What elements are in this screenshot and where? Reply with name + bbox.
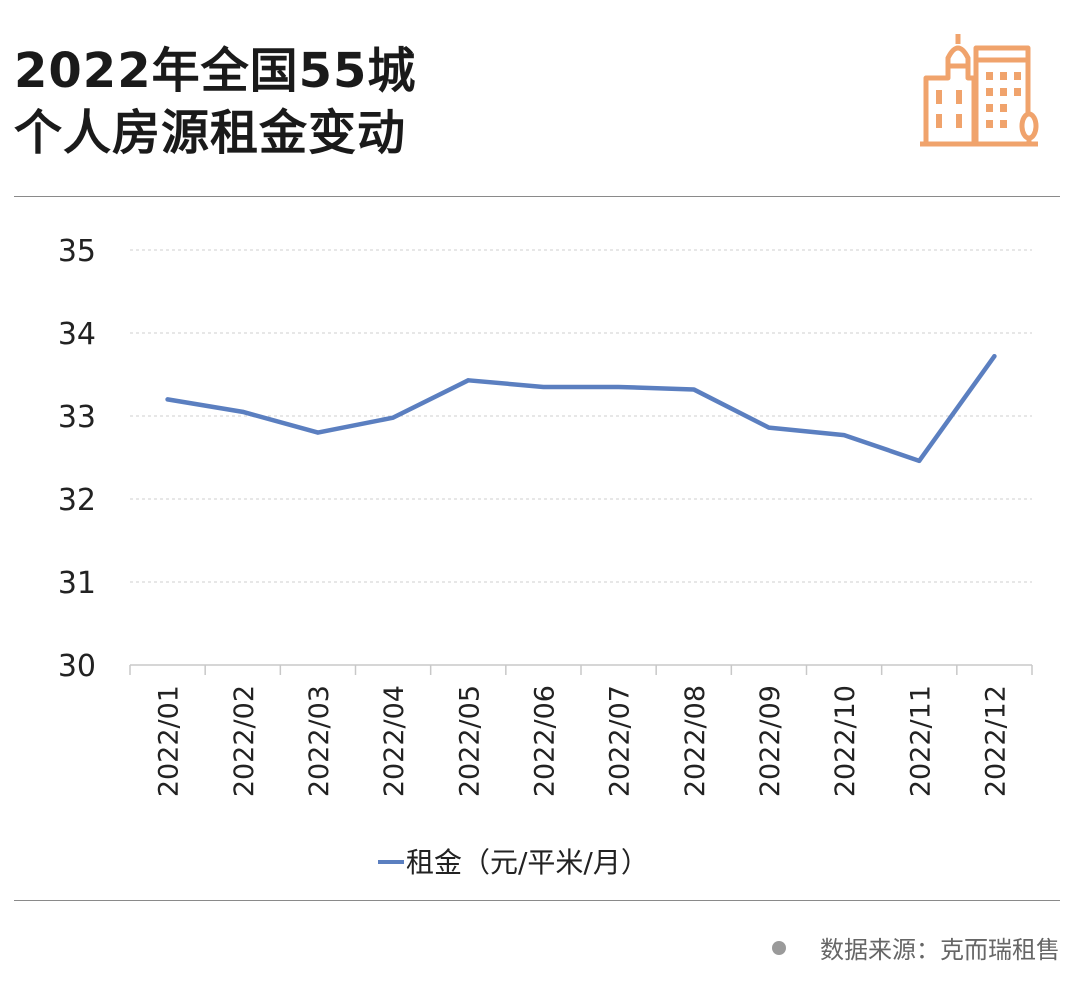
- y-axis-ticks: 30 31 32 33 34 35: [58, 234, 96, 684]
- legend: 租金（元/平米/月）: [378, 846, 649, 879]
- x-tick-label: 2022/12: [980, 685, 1011, 797]
- city-buildings-icon: [920, 34, 1039, 147]
- y-tick-label: 35: [58, 234, 96, 269]
- data-point: [917, 458, 922, 463]
- x-tick-label: 2022/02: [229, 685, 260, 797]
- data-point: [842, 433, 847, 438]
- series-layer: [165, 353, 997, 464]
- top-divider: [14, 196, 1060, 197]
- x-tick-label: 2022/08: [680, 685, 711, 797]
- x-tick-label: 2022/01: [154, 685, 185, 797]
- data-point: [466, 378, 471, 383]
- legend-label: 租金（元/平米/月）: [406, 846, 649, 879]
- y-tick-label: 31: [58, 566, 96, 601]
- x-tick-label: 2022/09: [755, 685, 786, 797]
- data-point: [240, 409, 245, 414]
- title-line-2: 个人房源租金变动: [14, 105, 407, 161]
- series-line: [165, 353, 997, 464]
- x-tick-label: 2022/04: [379, 685, 410, 797]
- x-tick-label: 2022/10: [830, 685, 861, 797]
- source-note: 数据来源：克而瑞租售: [772, 930, 1060, 965]
- data-point: [691, 387, 696, 392]
- data-point: [992, 354, 997, 359]
- x-tick-label: 2022/03: [304, 685, 335, 797]
- data-point: [315, 430, 320, 435]
- x-tick-label: 2022/06: [529, 685, 560, 797]
- data-point: [766, 425, 771, 430]
- source-text: 数据来源：克而瑞租售: [820, 936, 1060, 964]
- y-tick-label: 32: [58, 483, 96, 518]
- y-tick-label: 30: [58, 649, 96, 684]
- grid-lines: [130, 249, 1032, 666]
- data-point: [391, 415, 396, 420]
- x-tick-label: 2022/11: [905, 685, 936, 797]
- data-point: [616, 384, 621, 389]
- x-tick-label: 2022/07: [605, 685, 636, 797]
- data-point: [541, 384, 546, 389]
- y-tick-label: 33: [58, 400, 96, 435]
- chart-title: 2022年全国55城 个人房源租金变动: [14, 40, 416, 164]
- y-tick-label: 34: [58, 317, 96, 352]
- x-tick-label: 2022/05: [454, 685, 485, 797]
- title-line-1: 2022年全国55城: [14, 43, 417, 99]
- bullet-dot-icon: [772, 940, 786, 955]
- data-point: [165, 397, 170, 402]
- x-axis-ticks: 2022/01 2022/02 2022/03 2022/04 2022/05 2022/…: [129, 665, 1033, 797]
- bottom-divider: [14, 900, 1060, 901]
